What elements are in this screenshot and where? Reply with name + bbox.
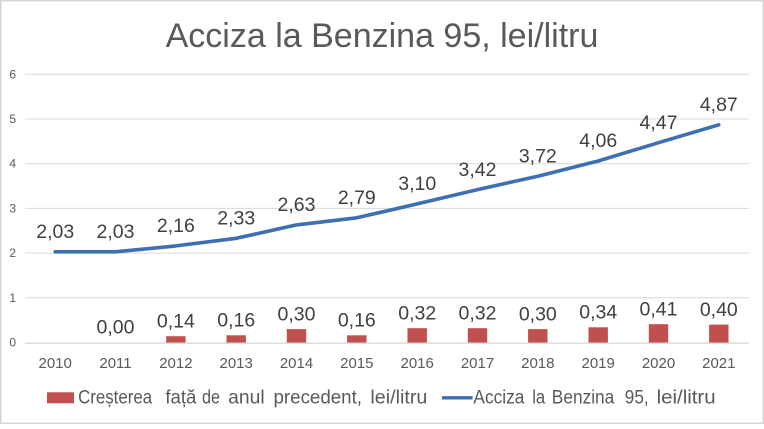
svg-text:4: 4	[9, 157, 16, 171]
svg-text:2,79: 2,79	[338, 187, 376, 209]
svg-text:0,16: 0,16	[217, 310, 255, 332]
svg-text:0,30: 0,30	[278, 303, 316, 325]
svg-text:2,63: 2,63	[278, 194, 316, 216]
svg-text:2,16: 2,16	[157, 215, 195, 237]
svg-text:0,34: 0,34	[579, 302, 617, 324]
svg-text:3,72: 3,72	[519, 145, 557, 167]
svg-text:Creșterea: Creșterea	[78, 388, 152, 409]
svg-text:4,87: 4,87	[700, 94, 738, 116]
svg-text:2014: 2014	[280, 355, 313, 372]
svg-text:0,41: 0,41	[640, 298, 678, 320]
svg-text:4,06: 4,06	[579, 130, 617, 152]
svg-text:2019: 2019	[582, 355, 615, 372]
svg-text:3: 3	[9, 201, 16, 215]
svg-text:2021: 2021	[702, 355, 735, 372]
svg-text:5: 5	[9, 112, 16, 126]
svg-text:2011: 2011	[99, 355, 131, 372]
svg-text:0,32: 0,32	[398, 302, 436, 324]
svg-text:precedent,: precedent,	[274, 388, 363, 409]
svg-text:0,32: 0,32	[459, 302, 497, 324]
svg-text:2,03: 2,03	[36, 221, 74, 243]
svg-text:0,40: 0,40	[700, 299, 738, 321]
svg-text:3,42: 3,42	[459, 159, 497, 181]
svg-text:0,14: 0,14	[157, 310, 195, 332]
svg-text:2: 2	[9, 246, 16, 260]
svg-text:4,47: 4,47	[640, 112, 678, 134]
svg-text:lei/litru: lei/litru	[370, 388, 427, 409]
svg-text:față: față	[165, 388, 196, 409]
svg-text:2020: 2020	[642, 355, 675, 372]
svg-text:2013: 2013	[220, 355, 253, 372]
svg-text:0,00: 0,00	[97, 317, 135, 339]
svg-text:0: 0	[9, 336, 16, 350]
svg-text:3,10: 3,10	[398, 173, 436, 195]
svg-text:de: de	[202, 388, 220, 409]
svg-text:Benzina: Benzina	[552, 388, 615, 409]
svg-text:2017: 2017	[461, 355, 494, 372]
svg-text:2018: 2018	[521, 355, 554, 372]
svg-text:2012: 2012	[159, 355, 192, 372]
svg-text:1: 1	[9, 291, 16, 305]
svg-text:0,16: 0,16	[338, 310, 376, 332]
svg-text:anul: anul	[228, 388, 265, 409]
svg-text:2,33: 2,33	[217, 208, 255, 230]
svg-text:Acciza la Benzina 95, lei/litr: Acciza la Benzina 95, lei/litru	[166, 17, 599, 55]
svg-text:0,30: 0,30	[519, 303, 557, 325]
svg-text:6: 6	[9, 67, 16, 81]
svg-text:2015: 2015	[340, 355, 373, 372]
svg-text:95,: 95,	[625, 388, 649, 409]
svg-text:2,03: 2,03	[97, 221, 135, 243]
svg-text:Acciza: Acciza	[473, 388, 524, 409]
svg-text:2016: 2016	[401, 355, 434, 372]
svg-text:2010: 2010	[39, 355, 72, 372]
svg-text:la: la	[532, 388, 545, 409]
svg-text:lei/litru: lei/litru	[657, 388, 716, 409]
